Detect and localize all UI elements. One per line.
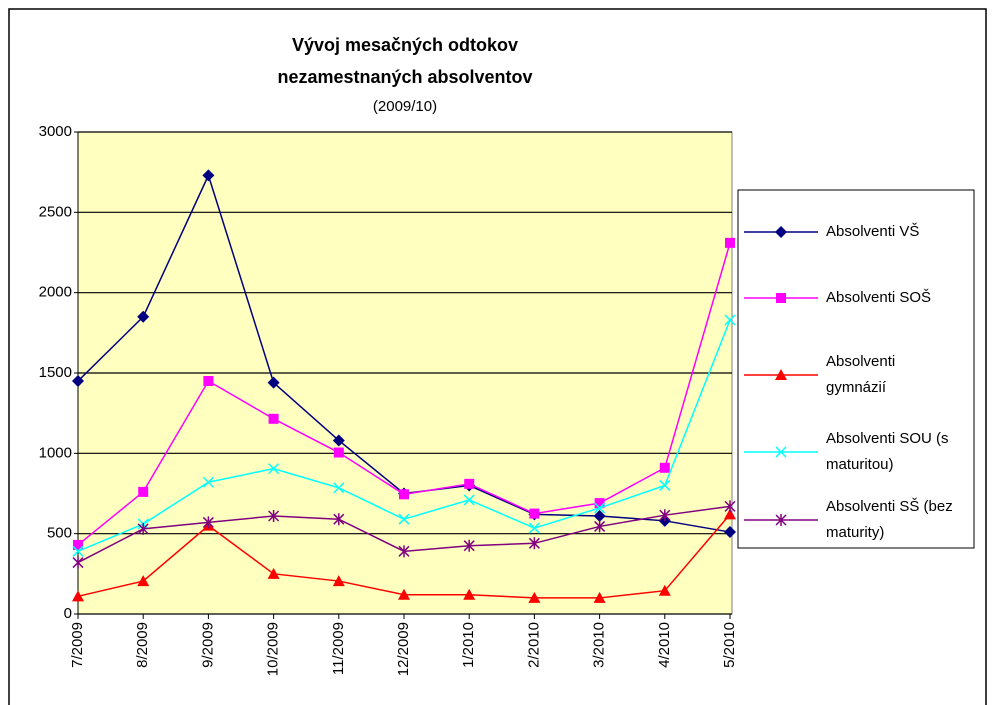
marker bbox=[137, 522, 149, 535]
marker bbox=[202, 476, 214, 488]
marker bbox=[267, 567, 280, 579]
marker bbox=[463, 588, 476, 600]
legend-marker bbox=[775, 369, 787, 380]
marker bbox=[202, 516, 214, 529]
y-tick-label: 0 bbox=[64, 605, 72, 622]
x-tick-label: 1/2010 bbox=[460, 622, 477, 668]
marker bbox=[724, 500, 736, 513]
x-tick-label: 11/2009 bbox=[330, 622, 347, 675]
marker bbox=[593, 509, 606, 522]
marker bbox=[593, 591, 606, 603]
marker bbox=[398, 513, 410, 525]
marker bbox=[528, 591, 541, 603]
legend-label: Absolventi SOŠ bbox=[826, 289, 932, 306]
marker bbox=[137, 310, 150, 323]
y-tick-label: 1000 bbox=[39, 444, 72, 461]
x-tick-label: 3/2010 bbox=[591, 622, 608, 668]
marker bbox=[463, 539, 475, 552]
y-tick-label: 500 bbox=[47, 525, 72, 542]
marker bbox=[332, 434, 345, 447]
legend-label: Absolventi SOU (s maturitou) bbox=[826, 430, 949, 473]
marker bbox=[72, 590, 84, 602]
marker bbox=[594, 502, 606, 514]
marker bbox=[73, 539, 83, 550]
legend-label: Absolventi VŠ bbox=[826, 223, 920, 240]
marker bbox=[659, 462, 670, 473]
x-tick-label: 4/2010 bbox=[656, 622, 673, 668]
marker bbox=[724, 526, 736, 539]
x-tick-label: 9/2009 bbox=[199, 622, 216, 668]
marker bbox=[594, 498, 605, 509]
marker bbox=[658, 584, 671, 596]
marker bbox=[725, 237, 735, 248]
legend-box bbox=[737, 189, 975, 549]
marker bbox=[203, 376, 214, 387]
chart-subtitle: (2009/10) bbox=[373, 98, 437, 115]
marker bbox=[72, 375, 84, 388]
marker bbox=[137, 575, 150, 587]
marker bbox=[464, 478, 475, 489]
marker bbox=[72, 556, 84, 569]
marker bbox=[724, 508, 736, 520]
marker bbox=[332, 575, 345, 587]
y-tick-label: 2000 bbox=[39, 284, 72, 301]
legend-marker bbox=[775, 226, 787, 238]
chart-title: Vývoj mesačných odtokov bbox=[292, 35, 518, 55]
marker bbox=[398, 545, 410, 558]
y-tick-label: 1500 bbox=[39, 364, 72, 381]
marker bbox=[528, 522, 540, 534]
x-tick-label: 5/2010 bbox=[721, 622, 738, 668]
x-tick-label: 2/2010 bbox=[525, 622, 542, 668]
marker bbox=[398, 588, 410, 600]
x-tick-label: 12/2009 bbox=[395, 622, 412, 676]
marker bbox=[333, 513, 345, 526]
marker bbox=[724, 314, 736, 326]
marker bbox=[399, 489, 409, 500]
marker bbox=[463, 494, 475, 506]
x-tick-label: 8/2009 bbox=[134, 622, 151, 668]
marker bbox=[202, 169, 215, 182]
marker bbox=[138, 486, 149, 497]
legend-label: Absolventi gymnázií bbox=[826, 353, 896, 396]
legend-marker bbox=[775, 446, 787, 458]
legend-marker bbox=[775, 514, 787, 526]
y-tick-label: 3000 bbox=[39, 123, 72, 140]
marker bbox=[594, 520, 606, 533]
y-tick-label: 2500 bbox=[39, 203, 72, 220]
marker bbox=[72, 545, 84, 557]
marker bbox=[659, 509, 671, 522]
marker bbox=[268, 509, 280, 522]
chart-title: nezamestnaných absolventov bbox=[277, 67, 532, 87]
marker bbox=[528, 537, 540, 550]
marker bbox=[267, 376, 280, 389]
marker bbox=[268, 463, 280, 475]
x-tick-label: 10/2009 bbox=[265, 622, 282, 676]
legend-marker bbox=[776, 293, 786, 303]
legend-label: Absolventi SŠ (bez maturity) bbox=[826, 498, 953, 541]
marker bbox=[333, 447, 344, 458]
x-tick-label: 7/2009 bbox=[69, 622, 86, 668]
marker bbox=[268, 413, 279, 424]
marker bbox=[529, 508, 540, 519]
marker bbox=[659, 479, 671, 491]
marker bbox=[333, 482, 345, 494]
